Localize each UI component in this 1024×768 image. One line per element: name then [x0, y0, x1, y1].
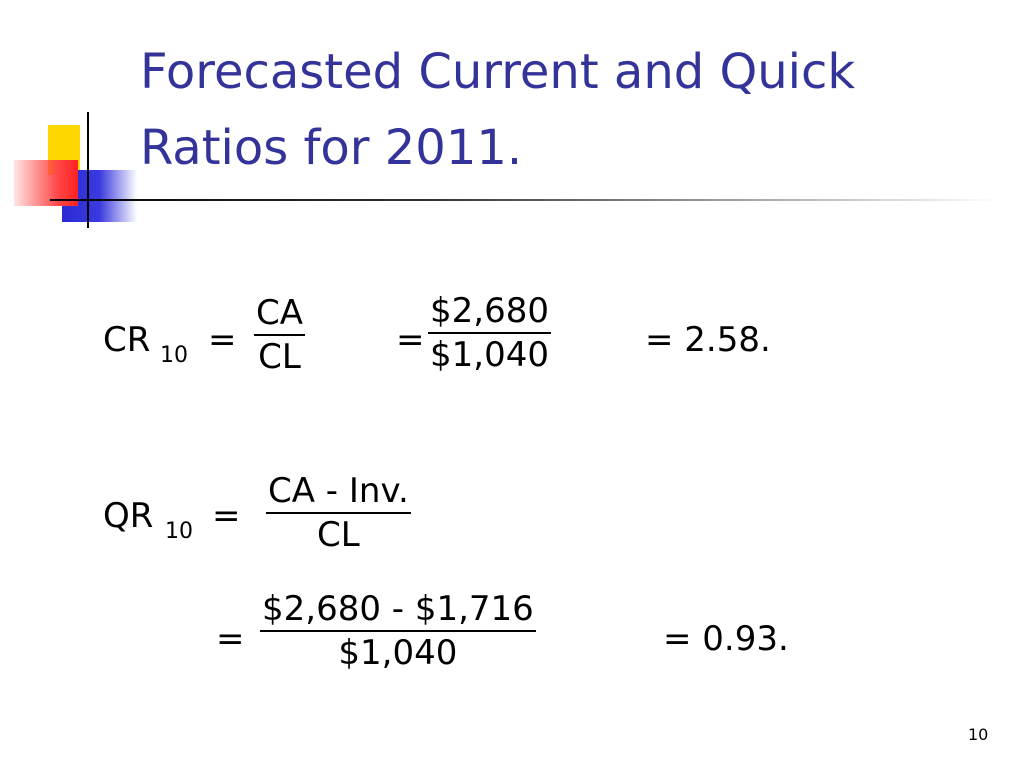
formula-fraction: CA CL [254, 296, 305, 374]
title-line: Forecasted Current and Quick [140, 44, 856, 100]
ratio-subscript: 10 [160, 343, 188, 368]
numerator: $2,680 [428, 294, 551, 334]
ratio-label: CR [103, 320, 151, 360]
ratio-label: QR [103, 496, 154, 536]
equals-sign: = [208, 320, 237, 360]
result: = 2.58. [645, 320, 771, 360]
vertical-rule [87, 112, 89, 228]
formula-fraction: CA - Inv. CL [266, 474, 411, 552]
numerator: CA - Inv. [266, 474, 411, 514]
horizontal-rule [50, 199, 1000, 201]
denominator: CL [258, 337, 301, 377]
equals-sign: = [396, 320, 425, 360]
equals-sign: = [212, 496, 241, 536]
result: = 0.93. [663, 619, 789, 659]
numerator: $2,680 - $1,716 [260, 592, 536, 632]
title-line: Ratios for 2011. [140, 120, 523, 176]
figures-fraction: $2,680 - $1,716 $1,040 [260, 592, 536, 670]
denominator: $1,040 [338, 633, 458, 673]
denominator: $1,040 [430, 335, 549, 375]
page-number: 10 [968, 725, 989, 744]
ratio-subscript: 10 [165, 519, 193, 544]
equals-sign: = [216, 619, 245, 659]
numerator: CA [254, 296, 305, 336]
red-square [14, 160, 78, 206]
denominator: CL [317, 515, 360, 555]
figures-fraction: $2,680 $1,040 [428, 294, 551, 372]
